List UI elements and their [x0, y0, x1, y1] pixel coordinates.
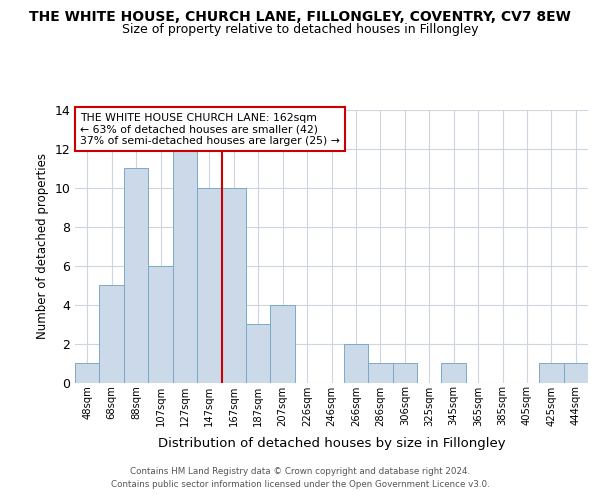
Bar — [173, 149, 197, 382]
Bar — [246, 324, 271, 382]
Bar — [75, 363, 100, 382]
Text: Contains public sector information licensed under the Open Government Licence v3: Contains public sector information licen… — [110, 480, 490, 489]
Bar — [539, 363, 563, 382]
Bar — [124, 168, 148, 382]
Bar — [148, 266, 173, 382]
Bar — [100, 285, 124, 382]
Bar — [344, 344, 368, 382]
Text: Size of property relative to detached houses in Fillongley: Size of property relative to detached ho… — [122, 22, 478, 36]
Bar — [221, 188, 246, 382]
Bar — [563, 363, 588, 382]
Bar — [392, 363, 417, 382]
Text: THE WHITE HOUSE CHURCH LANE: 162sqm
← 63% of detached houses are smaller (42)
37: THE WHITE HOUSE CHURCH LANE: 162sqm ← 63… — [80, 112, 340, 146]
Text: THE WHITE HOUSE, CHURCH LANE, FILLONGLEY, COVENTRY, CV7 8EW: THE WHITE HOUSE, CHURCH LANE, FILLONGLEY… — [29, 10, 571, 24]
Y-axis label: Number of detached properties: Number of detached properties — [36, 153, 49, 339]
Bar — [368, 363, 392, 382]
Bar — [442, 363, 466, 382]
Text: Contains HM Land Registry data © Crown copyright and database right 2024.: Contains HM Land Registry data © Crown c… — [130, 467, 470, 476]
Bar — [197, 188, 221, 382]
X-axis label: Distribution of detached houses by size in Fillongley: Distribution of detached houses by size … — [158, 437, 505, 450]
Bar — [271, 304, 295, 382]
